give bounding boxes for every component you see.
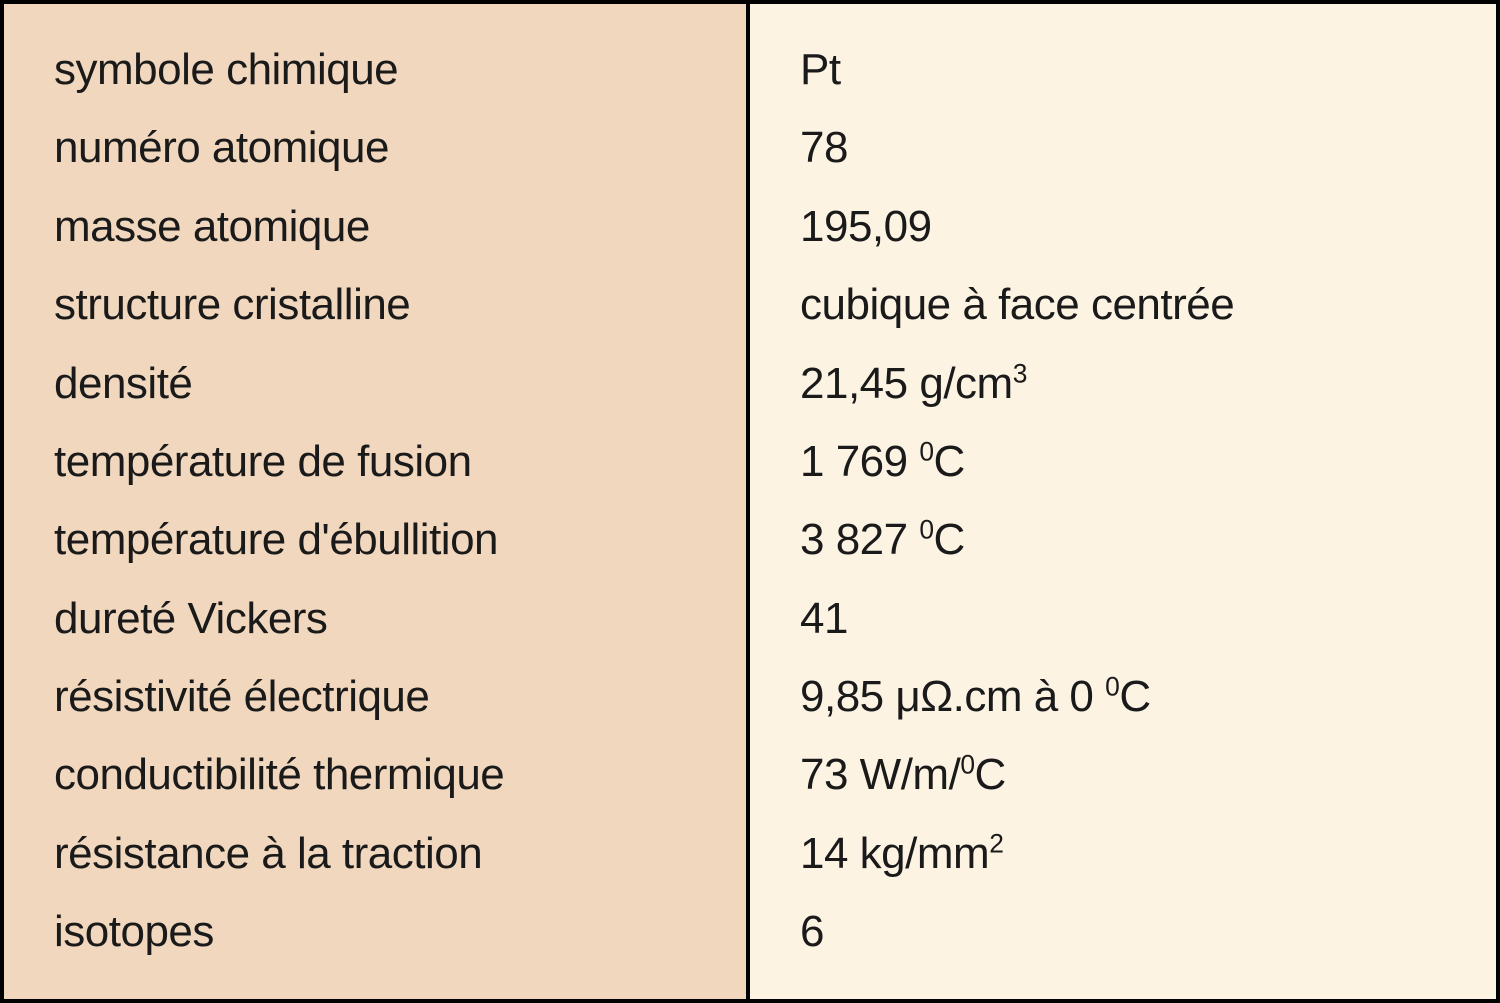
property-value: 6 [800, 906, 1446, 959]
property-label: résistivité électrique [54, 671, 696, 724]
properties-table: symbole chimique numéro atomique masse a… [0, 0, 1500, 1003]
property-label: isotopes [54, 906, 696, 959]
property-value: 73 W/m/0C [800, 749, 1446, 802]
property-label: masse atomique [54, 201, 696, 254]
property-value: 1 769 0C [800, 436, 1446, 489]
property-label: conductibilité thermique [54, 749, 696, 802]
property-value: Pt [800, 44, 1446, 97]
property-label: température d'ébullition [54, 514, 696, 567]
property-value: 3 827 0C [800, 514, 1446, 567]
property-value: 195,09 [800, 201, 1446, 254]
property-label: densité [54, 358, 696, 411]
values-column: Pt 78 195,09 cubique à face centrée 21,4… [750, 4, 1496, 999]
property-label: résistance à la traction [54, 828, 696, 881]
property-value: 41 [800, 593, 1446, 646]
property-label: dureté Vickers [54, 593, 696, 646]
property-value: 21,45 g/cm3 [800, 358, 1446, 411]
property-value: 78 [800, 122, 1446, 175]
property-value: 9,85 μΩ.cm à 0 0C [800, 671, 1446, 724]
labels-column: symbole chimique numéro atomique masse a… [4, 4, 750, 999]
property-label: structure cristalline [54, 279, 696, 332]
property-value: 14 kg/mm2 [800, 828, 1446, 881]
property-value: cubique à face centrée [800, 279, 1446, 332]
property-label: symbole chimique [54, 44, 696, 97]
property-label: numéro atomique [54, 122, 696, 175]
property-label: température de fusion [54, 436, 696, 489]
